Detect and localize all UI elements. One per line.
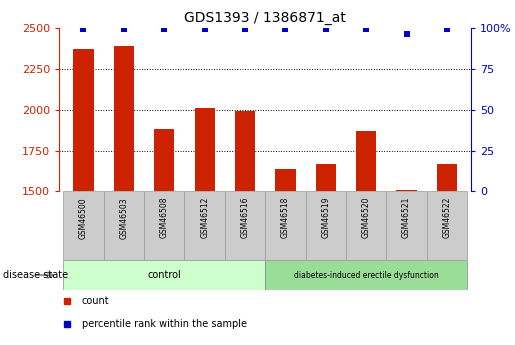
Bar [154, 129, 175, 191]
Text: GSM46508: GSM46508 [160, 197, 169, 238]
Bar [397, 190, 417, 191]
Bar [386, 191, 427, 260]
Bar [195, 108, 215, 191]
Bar [235, 111, 255, 191]
Text: GSM46519: GSM46519 [321, 197, 330, 238]
Text: GSM46520: GSM46520 [362, 197, 371, 238]
Text: GSM46516: GSM46516 [241, 197, 250, 238]
Bar [265, 191, 305, 260]
Text: GSM46521: GSM46521 [402, 197, 411, 238]
Bar [104, 191, 144, 260]
Bar [305, 191, 346, 260]
Text: GSM46503: GSM46503 [119, 197, 128, 239]
Bar [265, 260, 467, 290]
Bar [276, 169, 296, 191]
Bar [114, 46, 134, 191]
Text: GSM46522: GSM46522 [442, 197, 452, 238]
Text: GSM46518: GSM46518 [281, 197, 290, 238]
Text: diabetes-induced erectile dysfunction: diabetes-induced erectile dysfunction [294, 270, 439, 280]
Bar [356, 131, 376, 191]
Bar [63, 191, 104, 260]
Bar [73, 49, 94, 191]
Bar [225, 191, 265, 260]
Text: count: count [82, 296, 110, 306]
Bar [184, 191, 225, 260]
Text: percentile rank within the sample: percentile rank within the sample [82, 319, 247, 329]
Title: GDS1393 / 1386871_at: GDS1393 / 1386871_at [184, 11, 346, 25]
Bar [144, 191, 184, 260]
Text: GSM46500: GSM46500 [79, 197, 88, 239]
Text: GSM46512: GSM46512 [200, 197, 209, 238]
Bar [63, 260, 265, 290]
Bar [346, 191, 386, 260]
Text: disease state: disease state [3, 270, 67, 280]
Bar [316, 164, 336, 191]
Bar [427, 191, 467, 260]
Text: control: control [147, 270, 181, 280]
Bar [437, 164, 457, 191]
